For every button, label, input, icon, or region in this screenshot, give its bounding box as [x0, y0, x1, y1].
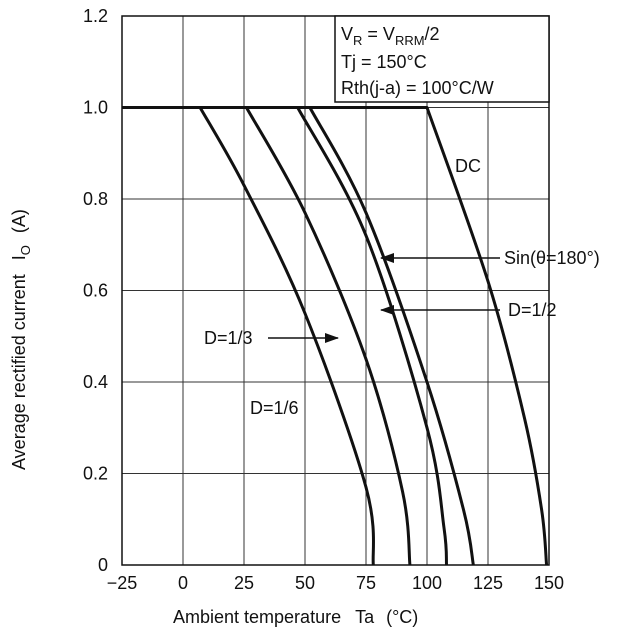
series-line-d-1-3: [122, 106, 412, 566]
x-tick-labels: −25 0 25 50 75 100 125 150: [107, 573, 564, 593]
y-tick-label: 1.0: [83, 98, 108, 118]
x-tick-label: 125: [473, 573, 503, 593]
condition-vr: VR = VRRM/2: [341, 24, 440, 48]
series-line-sin-180-: [122, 106, 449, 566]
x-tick-label: 0: [178, 573, 188, 593]
annotation-dc: DC: [455, 156, 481, 176]
y-tick-label: 0.2: [83, 464, 108, 484]
y-tick-label: 0: [98, 555, 108, 575]
y-tick-label: 0.4: [83, 372, 108, 392]
y-tick-label: 0.8: [83, 189, 108, 209]
series-line-dc: [122, 106, 549, 566]
series-line-d-1-6: [122, 106, 376, 566]
x-axis-label: Ambient temperature Ta (°C): [173, 607, 418, 627]
annotation-d-half: D=1/2: [508, 300, 557, 320]
condition-tj: Tj = 150°C: [341, 52, 427, 72]
conditions-box: VR = VRRM/2 Tj = 150°C Rth(j-a) = 100°C/…: [334, 15, 550, 103]
x-tick-label: 150: [534, 573, 564, 593]
condition-rth: Rth(j-a) = 100°C/W: [341, 78, 494, 98]
x-tick-label: −25: [107, 573, 138, 593]
annotation-d-third: D=1/3: [204, 328, 253, 348]
y-axis-label: Average rectified currentIO(A): [9, 209, 33, 470]
y-tick-label: 0.6: [83, 281, 108, 301]
x-tick-label: 50: [295, 573, 315, 593]
x-tick-label: 75: [356, 573, 376, 593]
x-tick-label: 25: [234, 573, 254, 593]
annotation-d-sixth: D=1/6: [250, 398, 299, 418]
series-curves: [122, 106, 549, 566]
annotation-sin: Sin(θ=180°): [504, 248, 600, 268]
x-tick-label: 100: [412, 573, 442, 593]
series-line-d-1-2: [122, 106, 475, 566]
y-tick-labels: 0 0.2 0.4 0.6 0.8 1.0 1.2: [83, 6, 108, 575]
y-tick-label: 1.2: [83, 6, 108, 26]
